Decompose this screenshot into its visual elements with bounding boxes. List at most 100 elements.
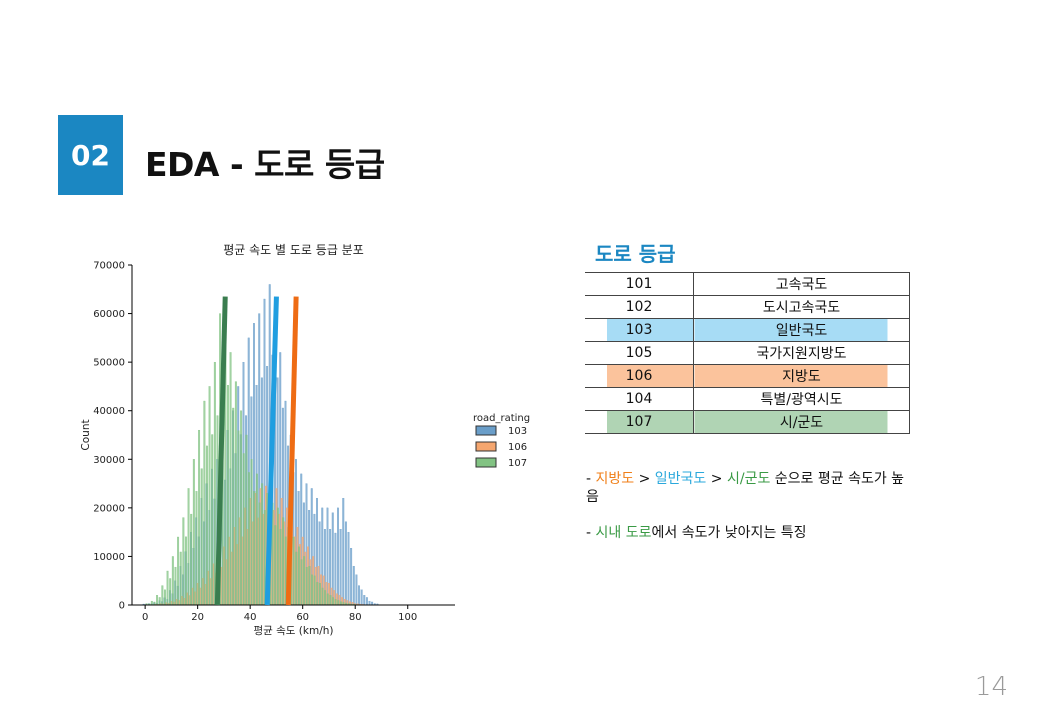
bar-107 — [339, 601, 342, 606]
x-tick-label: 0 — [142, 612, 148, 623]
bar-107 — [276, 507, 279, 606]
section-number-badge: 02 — [58, 115, 123, 195]
bar-107 — [255, 473, 258, 606]
chart-title: 평균 속도 별 도로 등급 분포 — [223, 243, 364, 257]
bar-103 — [365, 597, 368, 606]
mean-line-106 — [285, 296, 299, 606]
road-name-cell: 시/군도 — [693, 410, 910, 434]
road-code-cell: 106 — [585, 364, 694, 388]
bar-107 — [250, 459, 253, 606]
bar-103 — [352, 565, 355, 606]
bar-107 — [169, 578, 172, 606]
note-2-city-road: 시내 도로 — [595, 525, 652, 541]
x-tick-label: 20 — [191, 612, 204, 623]
bar-103 — [350, 548, 353, 606]
bar-107 — [200, 468, 203, 606]
bar-107 — [190, 513, 193, 606]
y-tick-label: 20000 — [93, 503, 125, 514]
y-tick-label: 40000 — [93, 406, 125, 417]
bar-107 — [279, 529, 282, 606]
bar-107 — [297, 546, 300, 606]
bar-107 — [321, 587, 324, 606]
x-axis-label: 평균 속도 (km/h) — [253, 625, 333, 637]
bar-103 — [360, 589, 363, 606]
bar-107 — [316, 582, 319, 606]
road-code-cell: 102 — [585, 295, 694, 319]
x-tick-label: 40 — [244, 612, 257, 623]
bar-107 — [234, 381, 237, 606]
bar-103 — [355, 574, 358, 606]
table-row: 102 도시고속국도 — [585, 295, 910, 319]
bar-103 — [342, 497, 345, 606]
bar-107 — [245, 434, 248, 606]
bar-107 — [198, 429, 201, 606]
table-row: 106 지방도 — [585, 364, 910, 388]
legend-label-106: 106 — [508, 442, 527, 453]
y-tick-label: 70000 — [93, 261, 125, 272]
bar-107 — [185, 536, 187, 606]
note-1-suffix: 순으로 평균 속도가 높음 — [586, 471, 905, 505]
road-name-cell: 특별/광역시도 — [693, 387, 910, 411]
bar-107 — [171, 556, 174, 606]
y-tick-label: 60000 — [93, 309, 125, 320]
bar-107 — [313, 575, 316, 606]
bar-103 — [339, 529, 342, 606]
note-1-sep2: > — [706, 471, 727, 487]
table-row: 101 고속국도 — [585, 272, 910, 296]
slide-title: EDA - 도로 등급 — [145, 145, 385, 184]
speed-distribution-chart: 0 10000 20000 30000 40000 50000 60000 70000 0 20 4… — [80, 243, 530, 637]
bar-107 — [332, 597, 334, 606]
bar-107 — [334, 599, 337, 606]
x-tick-label: 80 — [349, 612, 362, 623]
note-1-local-road: 지방도 — [595, 471, 635, 487]
road-code-cell: 104 — [585, 387, 694, 411]
bar-107 — [192, 459, 195, 606]
bar-107 — [166, 570, 169, 606]
note-1-national-road: 일반국도 — [654, 471, 707, 487]
bar-107 — [240, 410, 243, 606]
bar-107 — [164, 589, 166, 606]
bar-107 — [229, 352, 232, 606]
legend-label-103: 103 — [508, 426, 527, 437]
bar-107 — [203, 400, 206, 606]
road-rating-table: 101 고속국도 102 도시고속국도 103 일반국도 105 국가지원지방도 106 지방도 1… — [585, 272, 910, 434]
bar-103 — [358, 585, 360, 606]
table-row: 105 국가지원지방도 — [585, 341, 910, 365]
bar-107 — [300, 559, 303, 606]
bar-107 — [156, 595, 159, 606]
bar-107 — [308, 565, 311, 606]
road-name-cell: 도시고속국도 — [693, 295, 910, 319]
table-row: 107 시/군도 — [585, 410, 910, 434]
bar-107 — [177, 536, 180, 606]
bar-107 — [318, 582, 321, 606]
bar-107 — [282, 517, 285, 606]
note-1-city-road: 시/군도 — [726, 471, 771, 487]
bar-107 — [206, 445, 208, 606]
bar-107 — [187, 488, 190, 606]
bar-103 — [347, 531, 350, 606]
legend-label-107: 107 — [508, 458, 527, 469]
bar-103 — [368, 600, 371, 606]
y-tick-label: 10000 — [93, 552, 125, 563]
note-1: - 지방도 > 일반국도 > 시/군도 순으로 평균 속도가 높음 — [586, 470, 916, 506]
bar-107 — [295, 551, 298, 606]
bar-103 — [337, 507, 339, 606]
bar-103 — [344, 521, 347, 606]
note-2: - 시내 도로에서 속도가 낮아지는 특징 — [586, 524, 916, 542]
notes: - 지방도 > 일반국도 > 시/군도 순으로 평균 속도가 높음 - 시내 도… — [586, 470, 916, 560]
bar-107 — [208, 386, 211, 606]
note-1-sep1: > — [634, 471, 655, 487]
bar-107 — [158, 597, 161, 606]
bar-107 — [324, 590, 327, 606]
page-number: 14 — [974, 672, 1008, 702]
bar-107 — [211, 434, 214, 606]
legend-swatch-107 — [475, 457, 497, 468]
y-axis-label: Count — [80, 419, 92, 450]
bar-107 — [182, 517, 185, 606]
y-tick-label: 50000 — [93, 358, 125, 369]
bar-107 — [292, 536, 295, 606]
road-code-cell: 105 — [585, 341, 694, 365]
bar-107 — [329, 595, 332, 606]
note-2-suffix: 에서 속도가 낮아지는 특징 — [651, 525, 807, 541]
y-tick-label: 0 — [119, 601, 125, 612]
